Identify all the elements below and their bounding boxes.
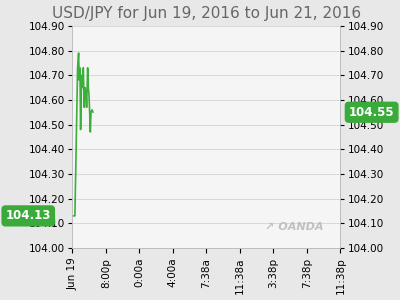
Text: 104.55: 104.55 bbox=[349, 106, 394, 119]
Text: ↗ OANDA: ↗ OANDA bbox=[265, 222, 324, 233]
Text: 104.13: 104.13 bbox=[6, 209, 51, 222]
Title: USD/JPY for Jun 19, 2016 to Jun 21, 2016: USD/JPY for Jun 19, 2016 to Jun 21, 2016 bbox=[52, 6, 361, 21]
